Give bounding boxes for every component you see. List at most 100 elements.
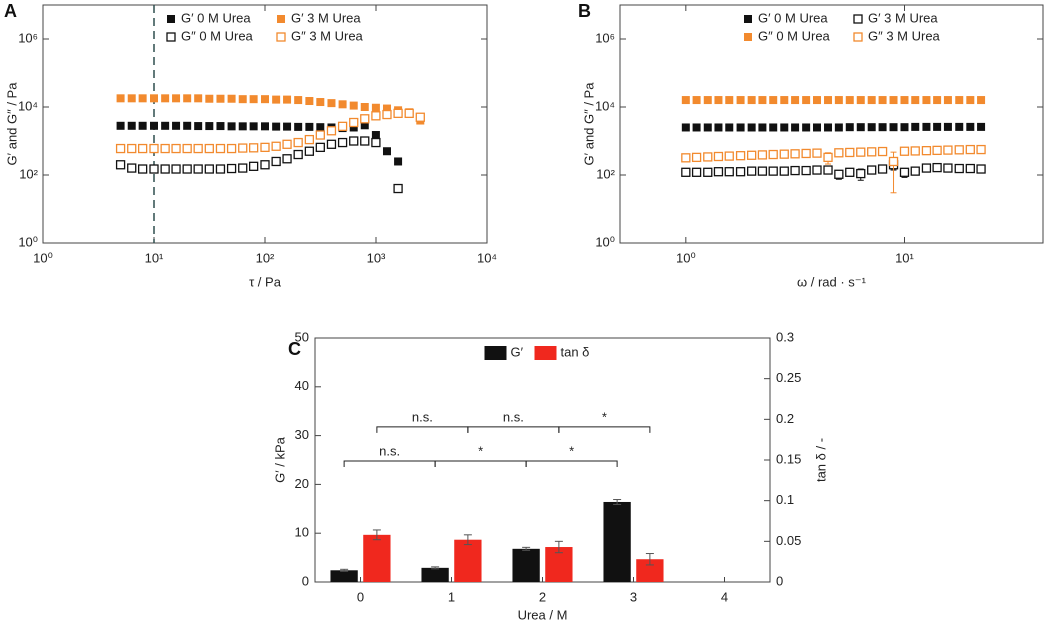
data-point bbox=[823, 165, 833, 175]
data-point bbox=[746, 166, 757, 176]
data-point bbox=[977, 96, 986, 105]
data-point bbox=[976, 164, 986, 174]
data-point bbox=[115, 160, 126, 170]
data-point bbox=[205, 122, 214, 131]
y-tick-label: 50 bbox=[295, 329, 309, 344]
data-point bbox=[911, 122, 920, 131]
data-point bbox=[888, 156, 899, 167]
data-point bbox=[349, 101, 358, 110]
data-point bbox=[127, 163, 137, 173]
data-point bbox=[371, 111, 381, 121]
legend-label: G′ 3 M Urea bbox=[291, 10, 361, 25]
data-point bbox=[834, 169, 844, 179]
data-point bbox=[845, 147, 855, 158]
data-point bbox=[877, 164, 888, 174]
data-point bbox=[261, 95, 269, 104]
data-point bbox=[713, 167, 724, 177]
data-point bbox=[943, 122, 952, 131]
data-point bbox=[327, 99, 336, 108]
data-point bbox=[954, 145, 964, 155]
data-point bbox=[272, 95, 281, 104]
data-point bbox=[943, 96, 952, 105]
data-point bbox=[812, 96, 821, 105]
legend-label: G′ 3 M Urea bbox=[868, 10, 938, 25]
data-point bbox=[248, 161, 259, 171]
x-tick-label: 4 bbox=[721, 589, 728, 604]
data-point bbox=[703, 123, 712, 132]
legend-label: tan δ bbox=[561, 344, 590, 359]
data-point bbox=[692, 123, 701, 132]
legend-label: G″ 0 M Urea bbox=[181, 28, 254, 43]
data-point bbox=[238, 122, 247, 131]
data-point bbox=[801, 165, 811, 176]
data-point bbox=[204, 143, 214, 154]
data-point bbox=[283, 122, 292, 131]
data-point bbox=[834, 123, 843, 132]
data-point bbox=[293, 137, 303, 148]
data-point bbox=[681, 167, 691, 177]
data-point bbox=[747, 123, 756, 132]
y-tick-label: 10² bbox=[596, 166, 615, 181]
y2-tick-label: 0.05 bbox=[776, 533, 801, 548]
data-point bbox=[877, 146, 888, 157]
data-point bbox=[725, 96, 734, 105]
data-point bbox=[249, 95, 258, 104]
data-point bbox=[215, 143, 226, 154]
data-point bbox=[227, 94, 236, 103]
data-point bbox=[127, 121, 136, 130]
data-point bbox=[889, 123, 898, 132]
data-point bbox=[845, 167, 855, 177]
data-point bbox=[724, 167, 734, 177]
data-point bbox=[691, 167, 702, 177]
y-tick-label: 10² bbox=[19, 166, 38, 181]
data-point bbox=[283, 95, 292, 104]
data-point bbox=[360, 103, 369, 111]
legend-swatch bbox=[484, 346, 507, 360]
y-tick-label: 20 bbox=[295, 476, 309, 491]
data-point bbox=[194, 94, 203, 103]
data-point bbox=[867, 147, 877, 157]
significance-label: n.s. bbox=[412, 409, 433, 424]
data-point bbox=[349, 136, 359, 146]
data-point bbox=[966, 96, 975, 105]
y-tick-label: 10 bbox=[295, 525, 309, 540]
data-point bbox=[899, 167, 910, 177]
data-point bbox=[823, 152, 833, 163]
panel-letter: B bbox=[578, 1, 591, 21]
data-point bbox=[337, 121, 348, 131]
bar bbox=[636, 559, 664, 582]
data-point bbox=[226, 143, 237, 154]
data-point bbox=[371, 131, 380, 140]
data-point bbox=[415, 112, 425, 122]
data-point bbox=[161, 121, 170, 130]
data-point bbox=[172, 121, 181, 130]
data-point bbox=[215, 164, 226, 174]
data-point bbox=[193, 143, 203, 154]
data-point bbox=[204, 164, 214, 174]
y2-tick-label: 0.3 bbox=[776, 329, 794, 344]
data-point bbox=[845, 96, 854, 105]
data-point bbox=[976, 144, 986, 155]
data-point bbox=[194, 122, 203, 131]
data-point bbox=[943, 145, 953, 155]
data-point bbox=[735, 151, 746, 161]
data-point bbox=[954, 163, 964, 174]
legend-swatch bbox=[534, 346, 557, 360]
data-point bbox=[812, 123, 821, 132]
data-point bbox=[294, 122, 303, 131]
data-point bbox=[899, 146, 910, 156]
data-point bbox=[371, 103, 380, 112]
data-point bbox=[316, 98, 325, 107]
data-point bbox=[393, 183, 403, 194]
data-point bbox=[681, 153, 691, 163]
data-point bbox=[161, 94, 170, 103]
data-point bbox=[769, 123, 778, 132]
data-point bbox=[349, 123, 358, 132]
y2-tick-label: 0.25 bbox=[776, 370, 801, 385]
significance-label: * bbox=[602, 409, 607, 424]
data-point bbox=[182, 143, 192, 154]
data-point bbox=[282, 154, 292, 164]
legend-swatch bbox=[276, 32, 286, 42]
x-tick-label: 10⁰ bbox=[33, 250, 53, 265]
data-point bbox=[393, 108, 403, 119]
